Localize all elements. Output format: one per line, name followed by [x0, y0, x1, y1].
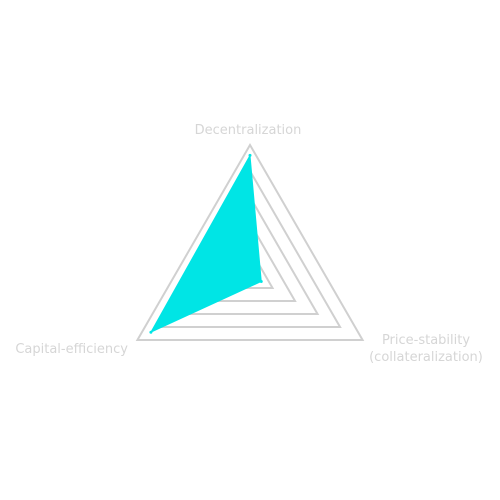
- radar-series-layer: [149, 153, 263, 334]
- series-area: [149, 153, 262, 334]
- axis-label-3: Capital-efficiency: [15, 342, 128, 357]
- axis-label-2: Price-stability (collateralization): [369, 333, 483, 365]
- axis-labels: Decentralization Price-stability (collater…: [15, 123, 483, 365]
- series-point-3: [149, 330, 153, 334]
- series-point-1: [248, 153, 252, 157]
- series-point-2: [259, 280, 263, 283]
- axis-label-1: Decentralization: [195, 123, 302, 138]
- grid-ring-5: [135, 143, 365, 341]
